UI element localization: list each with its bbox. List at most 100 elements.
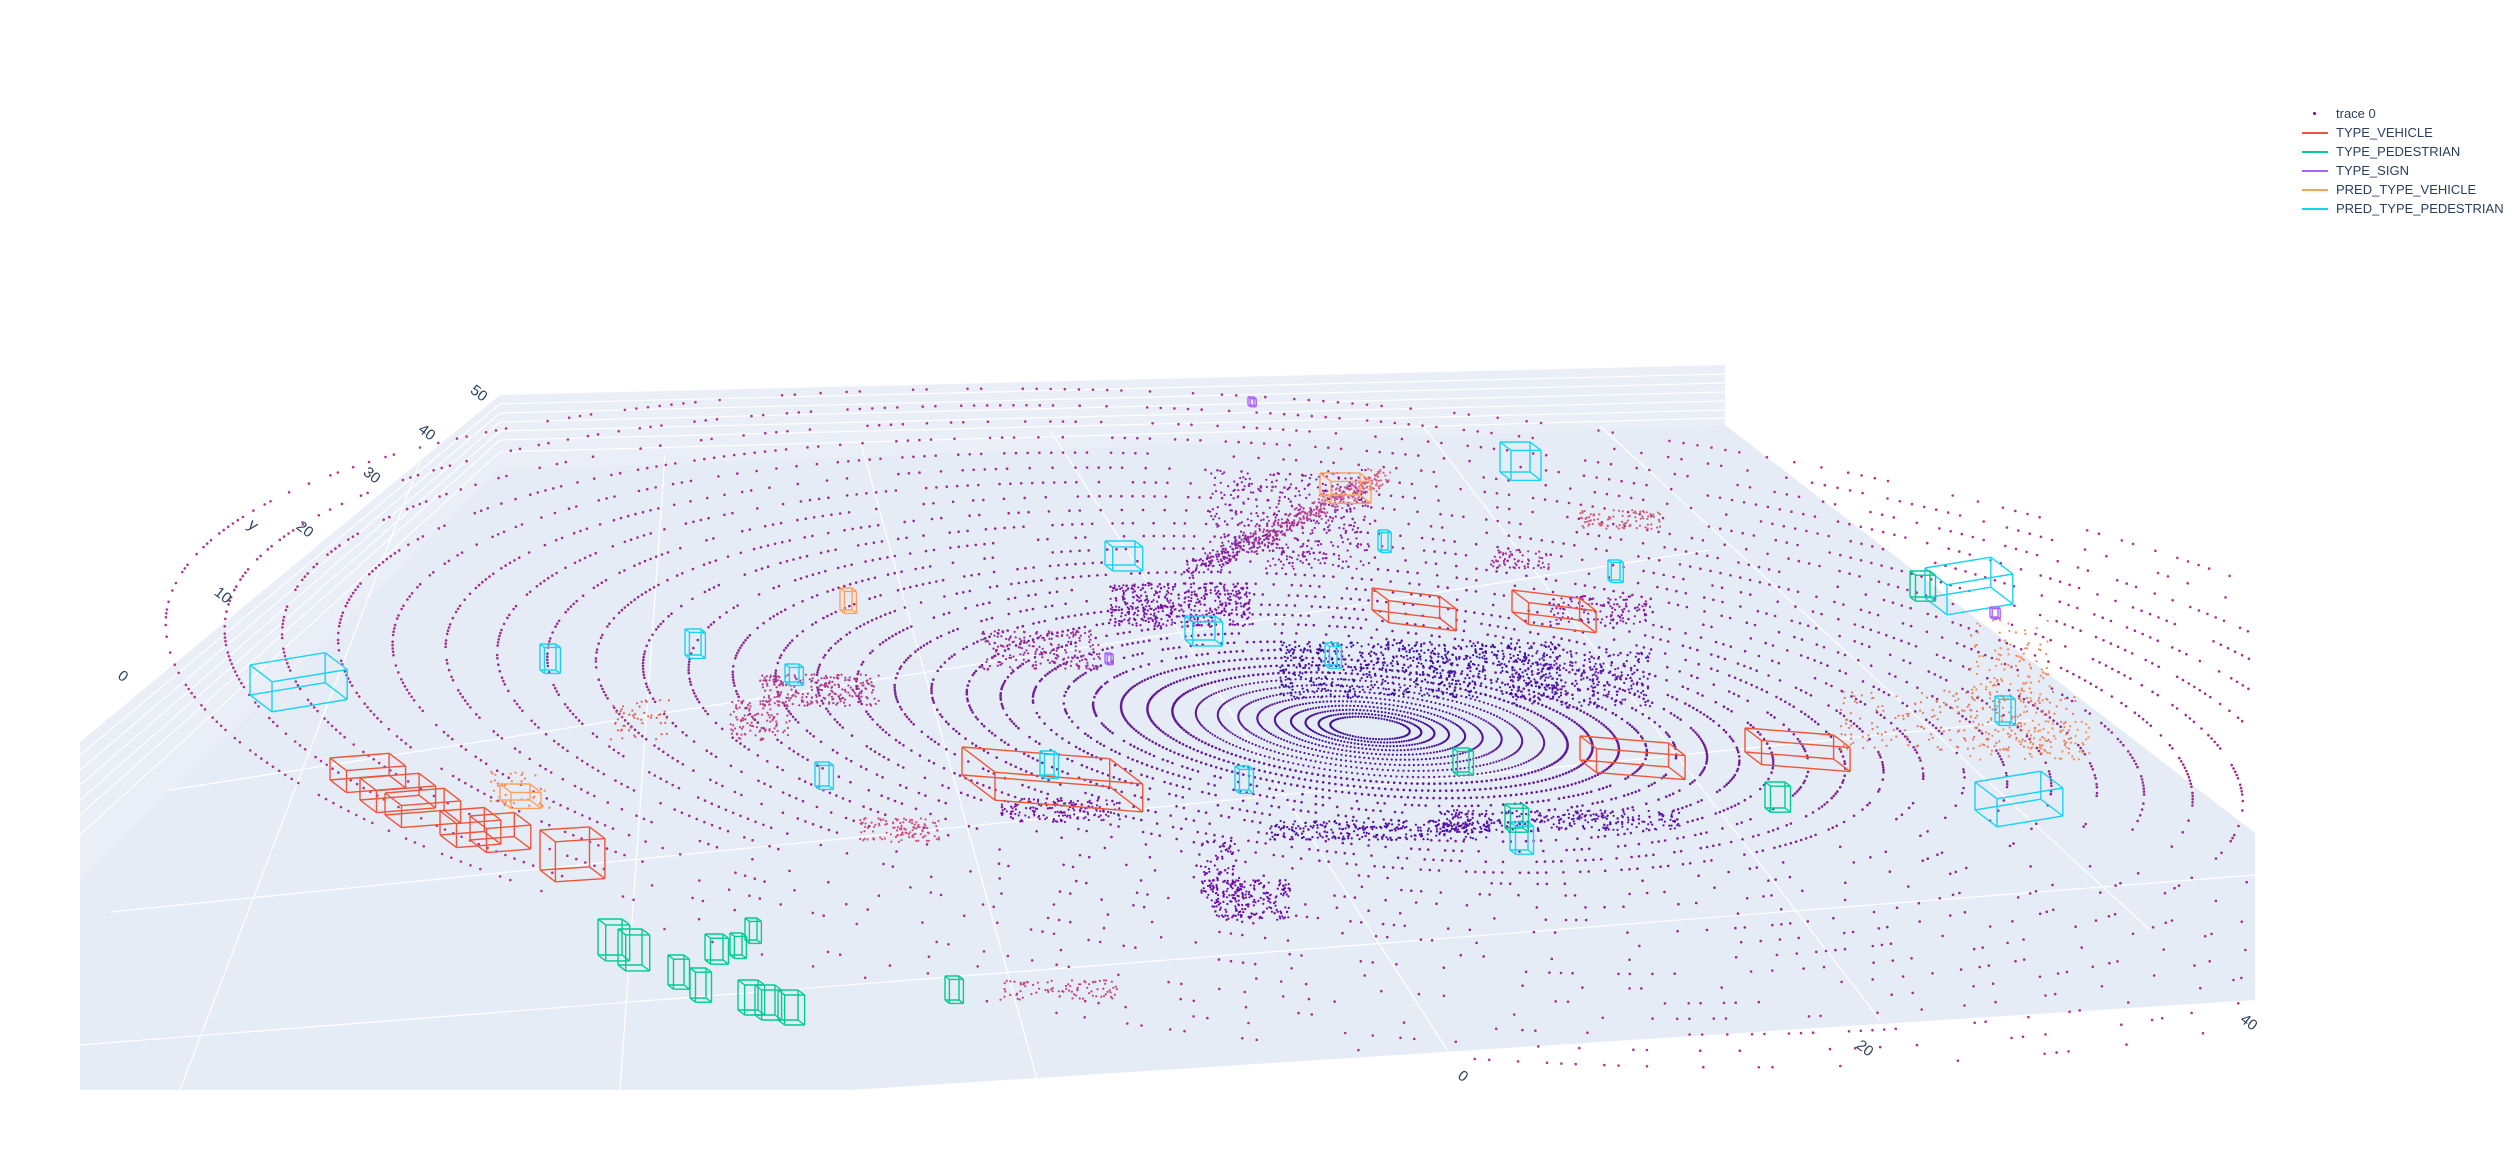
lidar-point bbox=[1548, 971, 1551, 974]
lidar-point bbox=[1657, 798, 1660, 801]
lidar-point bbox=[1580, 674, 1583, 678]
lidar-point bbox=[899, 665, 903, 668]
lidar-point bbox=[1434, 562, 1438, 565]
lidar-point bbox=[856, 544, 860, 547]
lidar-point bbox=[1272, 734, 1275, 737]
lidar-point bbox=[575, 599, 578, 603]
lidar-point bbox=[1483, 754, 1486, 757]
lidar-point bbox=[1574, 582, 1577, 586]
lidar-point bbox=[845, 852, 849, 855]
lidar-point bbox=[1165, 571, 1168, 574]
scene-3d[interactable] bbox=[79, 365, 2256, 1091]
lidar-point bbox=[1495, 688, 1498, 692]
lidar-point bbox=[1425, 723, 1428, 726]
lidar-point bbox=[1321, 781, 1325, 784]
lidar-point bbox=[1229, 698, 1232, 701]
lidar-point bbox=[1699, 832, 1703, 835]
lidar-point bbox=[1384, 845, 1387, 849]
lidar-point bbox=[1410, 803, 1414, 807]
lidar-point bbox=[1021, 624, 1025, 628]
lidar-point bbox=[1079, 575, 1083, 578]
lidar-point bbox=[1516, 749, 1519, 752]
lidar-point bbox=[1479, 684, 1482, 687]
lidar-point bbox=[937, 743, 940, 746]
lidar-point bbox=[731, 811, 735, 815]
lidar-point bbox=[2159, 734, 2163, 737]
lidar-point bbox=[1324, 839, 1328, 843]
lidar-point bbox=[1562, 648, 1565, 651]
lidar-point bbox=[980, 619, 983, 623]
lidar-point bbox=[1354, 587, 1358, 591]
lidar-point bbox=[1255, 498, 1258, 501]
lidar-point bbox=[791, 715, 795, 719]
lidar-point bbox=[995, 584, 999, 588]
lidar-point bbox=[657, 747, 661, 750]
lidar-point bbox=[1236, 735, 1239, 738]
lidar-point bbox=[1446, 698, 1450, 701]
lidar-point bbox=[1322, 774, 1325, 777]
lidar-point bbox=[600, 581, 604, 584]
lidar-point bbox=[1644, 744, 1648, 748]
lidar-point bbox=[1270, 687, 1273, 690]
lidar-point bbox=[1381, 681, 1384, 684]
lidar-point bbox=[1746, 699, 1749, 703]
lidar-point bbox=[1213, 734, 1217, 738]
lidar-point bbox=[880, 794, 883, 797]
lidar-point bbox=[1555, 760, 1558, 764]
lidar-point bbox=[1223, 868, 1227, 872]
lidar-point bbox=[1367, 909, 1370, 912]
lidar-point bbox=[1963, 910, 1967, 914]
lidar-point bbox=[1380, 748, 1384, 752]
lidar-point bbox=[976, 640, 979, 643]
lidar-point bbox=[1644, 757, 1647, 761]
lidar-point bbox=[1302, 732, 1305, 735]
lidar-point bbox=[854, 581, 858, 584]
lidar-point bbox=[1380, 702, 1383, 705]
lidar-point bbox=[666, 551, 670, 554]
lidar-point bbox=[1771, 644, 1775, 647]
lidar-point bbox=[1402, 788, 1406, 792]
lidar-point bbox=[1106, 680, 1109, 684]
lidar-point bbox=[1237, 685, 1240, 688]
lidar-point bbox=[1745, 897, 1749, 900]
lidar-point bbox=[1122, 656, 1126, 660]
lidar-point bbox=[1825, 730, 1828, 733]
lidar-point bbox=[1514, 765, 1517, 768]
lidar-point bbox=[1375, 744, 1378, 747]
lidar-point bbox=[1322, 574, 1326, 578]
lidar-point bbox=[1337, 748, 1340, 751]
lidar-point bbox=[1016, 567, 1019, 571]
lidar-point bbox=[1422, 776, 1425, 779]
lidar-point bbox=[1895, 817, 1898, 821]
lidar-point bbox=[1413, 691, 1416, 694]
lidar-point bbox=[912, 723, 915, 726]
lidar-point bbox=[944, 817, 947, 821]
lidar-point bbox=[1159, 729, 1163, 732]
lidar-point bbox=[1284, 707, 1287, 711]
lidar-point bbox=[1360, 705, 1363, 708]
lidar-point bbox=[1264, 665, 1267, 668]
lidar-point bbox=[1879, 755, 1882, 759]
lidar-point bbox=[932, 616, 936, 619]
lidar-point bbox=[1345, 712, 1348, 715]
lidar-point bbox=[1373, 556, 1377, 559]
lidar-point bbox=[1860, 642, 1864, 646]
lidar-point bbox=[857, 670, 860, 673]
lidar-point bbox=[1313, 731, 1316, 734]
lidar-point bbox=[997, 652, 1000, 656]
lidar-point bbox=[1836, 790, 1839, 793]
lidar-point bbox=[1325, 730, 1328, 733]
lidar-point bbox=[1531, 800, 1534, 804]
lidar-point bbox=[1504, 785, 1508, 789]
lidar-point bbox=[1365, 786, 1368, 789]
lidar-point bbox=[1542, 849, 1545, 853]
lidar-point bbox=[1082, 749, 1086, 753]
lidar-point bbox=[1407, 739, 1410, 742]
lidar-point bbox=[1283, 746, 1286, 749]
lidar-point bbox=[1384, 898, 1387, 902]
lidar-point bbox=[691, 689, 695, 692]
lidar-point bbox=[905, 715, 909, 719]
lidar-point bbox=[1267, 763, 1271, 767]
lidar-point bbox=[2016, 668, 2019, 672]
